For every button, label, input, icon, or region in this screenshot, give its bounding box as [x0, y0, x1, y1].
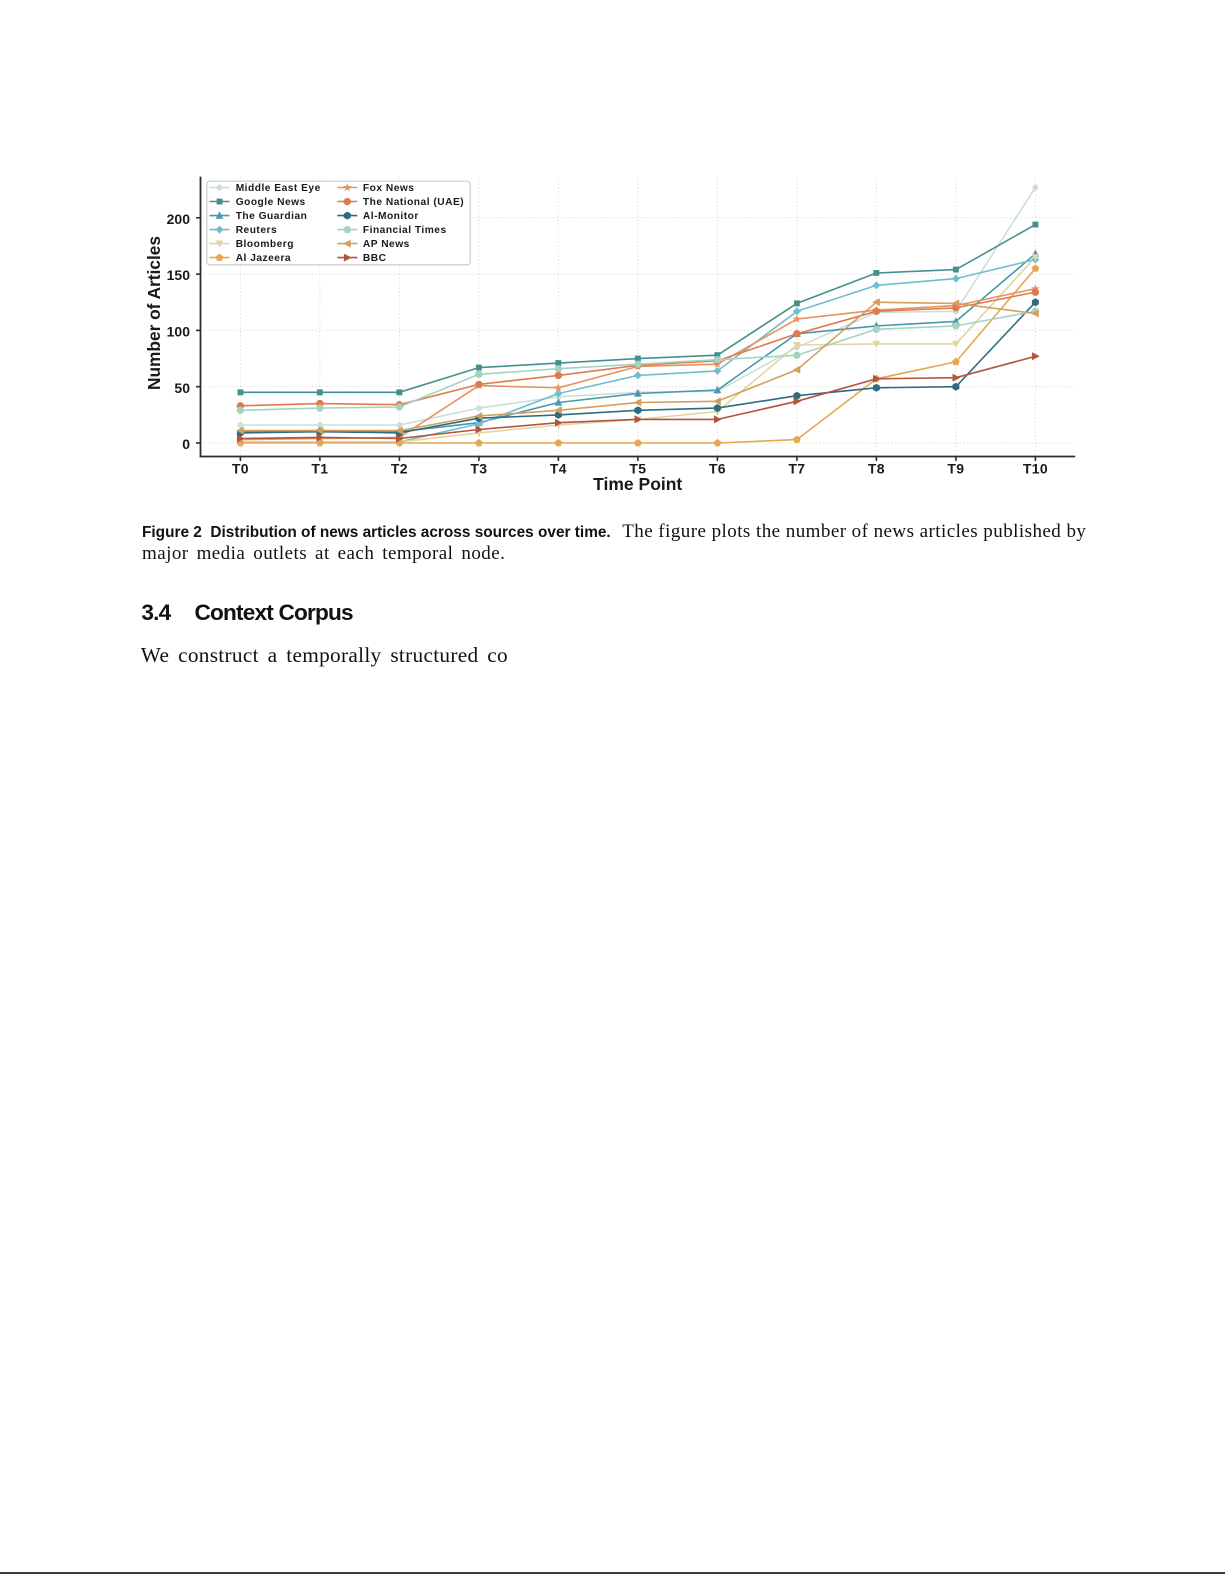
svg-text:AP News: AP News — [363, 239, 410, 250]
svg-text:Al Jazeera: Al Jazeera — [236, 253, 291, 264]
svg-text:Middle East Eye: Middle East Eye — [236, 183, 321, 194]
svg-text:Financial Times: Financial Times — [363, 225, 447, 236]
svg-text:50: 50 — [174, 380, 190, 396]
svg-text:T10: T10 — [1023, 460, 1048, 476]
svg-text:Bloomberg: Bloomberg — [236, 239, 294, 250]
svg-text:T9: T9 — [947, 460, 964, 476]
svg-text:T1: T1 — [311, 460, 328, 476]
svg-text:T8: T8 — [868, 460, 885, 476]
svg-text:T2: T2 — [391, 460, 408, 476]
svg-text:The Guardian: The Guardian — [236, 211, 308, 222]
svg-text:T0: T0 — [232, 460, 249, 476]
svg-text:Google News: Google News — [236, 197, 306, 208]
svg-text:T3: T3 — [470, 460, 487, 476]
svg-text:Number of Articles: Number of Articles — [144, 236, 164, 390]
svg-text:0: 0 — [182, 436, 190, 452]
svg-text:Reuters: Reuters — [236, 225, 277, 236]
svg-text:150: 150 — [167, 267, 191, 283]
svg-text:T4: T4 — [550, 460, 567, 476]
svg-text:BBC: BBC — [363, 253, 387, 264]
svg-text:200: 200 — [167, 211, 191, 227]
svg-text:Fox News: Fox News — [363, 183, 415, 194]
svg-text:T5: T5 — [629, 460, 646, 476]
svg-text:Time Point: Time Point — [593, 474, 682, 494]
svg-text:Al-Monitor: Al-Monitor — [363, 211, 419, 222]
svg-text:The National (UAE): The National (UAE) — [363, 197, 464, 208]
svg-text:T6: T6 — [709, 460, 726, 476]
svg-text:T7: T7 — [788, 460, 805, 476]
svg-text:100: 100 — [167, 324, 191, 340]
